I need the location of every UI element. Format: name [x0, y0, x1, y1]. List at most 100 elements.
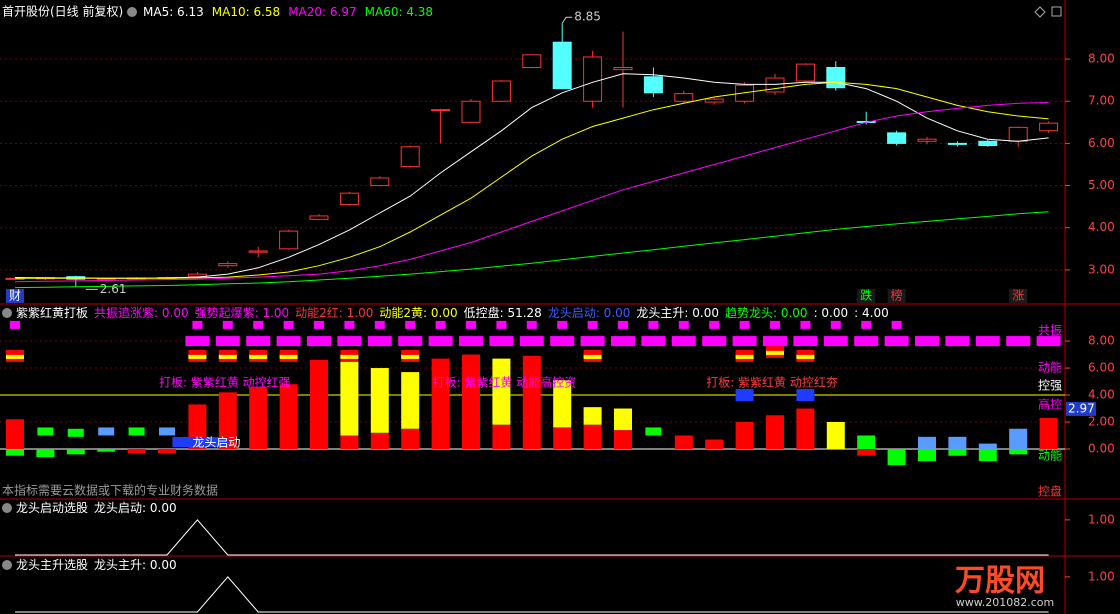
signal-square	[557, 320, 568, 329]
event-marker-bg[interactable]	[1009, 289, 1028, 303]
event-marker[interactable]: 涨	[1012, 288, 1024, 303]
signal-block	[519, 336, 544, 347]
signal-square	[374, 320, 385, 329]
signal-square	[739, 320, 750, 329]
event-marker[interactable]: 榜	[891, 288, 903, 303]
signal-block	[793, 336, 818, 347]
title-item: 低控盘: 51.28	[464, 305, 542, 320]
title-item: 趋势龙头: 0.00	[725, 306, 808, 320]
indicator-bar	[735, 422, 754, 449]
indicator-bar	[1039, 417, 1058, 449]
window-icon[interactable]	[1051, 6, 1062, 17]
indicator-bar	[218, 392, 237, 449]
candle-body	[826, 66, 846, 89]
warning-stripe	[218, 354, 237, 359]
warning-stripe	[188, 354, 207, 359]
indicator-marker	[645, 427, 662, 436]
annotation-arrow	[561, 16, 573, 24]
watermark-brand: 万股网	[955, 564, 1045, 599]
signal-block	[945, 336, 970, 347]
indicator-bar-stacked	[583, 407, 602, 425]
title-item: 紫紫红黄打板	[16, 305, 88, 320]
indicator-bar	[249, 386, 268, 449]
y-tick-label: 6.00	[1088, 361, 1115, 375]
event-marker[interactable]: 财	[9, 289, 21, 303]
indicator-bar	[857, 448, 876, 456]
candle-body	[522, 54, 542, 68]
title-item: 龙头启动选股	[16, 501, 88, 515]
candle-body	[552, 41, 572, 90]
note: 本指标需要云数据或下载的专业财务数据	[2, 483, 218, 498]
indicator-bar	[948, 448, 967, 456]
legend-entry: MA10: 6.58	[212, 5, 280, 19]
warning-stripe	[735, 354, 754, 359]
window-icon[interactable]	[1034, 6, 1046, 18]
signal-block	[185, 336, 210, 347]
side-label: 动能	[1038, 361, 1062, 375]
signal-square	[526, 320, 537, 329]
signal-square	[800, 320, 811, 329]
signal-line	[15, 576, 1049, 613]
event-marker-bg[interactable]	[887, 289, 906, 303]
dropdown-icon[interactable]	[127, 7, 137, 17]
chart-layer: 3.00 4.00 5.00 6.00 7.00 8.00 首开股份(日线 前复权) MA5:…	[0, 4, 1115, 613]
signal-square	[770, 320, 780, 329]
candle-body	[613, 66, 633, 71]
dropdown-icon[interactable]	[2, 503, 12, 513]
indicator-bar-stacked	[370, 368, 389, 433]
signal-block	[884, 336, 909, 347]
title-item: 动能2黄: 0.00	[379, 306, 457, 320]
signal-block	[459, 336, 483, 347]
signal-square	[678, 320, 689, 329]
signal-block	[550, 336, 575, 347]
indicator-marker	[159, 427, 175, 436]
event-marker-bg[interactable]	[857, 289, 876, 303]
y-tick-label: 8.00	[1088, 52, 1115, 66]
indicator-bar-stacked	[553, 380, 572, 428]
y-tick-label: 4.00	[1088, 220, 1115, 234]
signal-block	[1006, 336, 1031, 347]
dropdown-icon[interactable]	[2, 560, 12, 570]
y-tick-label: 6.00	[1088, 136, 1115, 150]
event-marker-bg[interactable]	[6, 289, 24, 303]
title-item: 共振追涨紫: 0.00	[94, 305, 189, 320]
signal-block	[215, 336, 240, 347]
tag-bg	[172, 437, 229, 447]
candle-body	[309, 215, 329, 220]
signal-square	[891, 320, 902, 329]
event-marker[interactable]: 跌	[860, 288, 872, 303]
candle-body	[279, 230, 299, 250]
warning-stripe	[766, 350, 784, 355]
signal-block	[428, 336, 453, 347]
signal-block	[1036, 336, 1061, 347]
signal-square	[709, 320, 720, 329]
signal-block	[337, 336, 362, 347]
indicator-bar	[705, 439, 724, 449]
indicator-bar	[127, 448, 146, 454]
y-tick-label: 4.00	[1088, 388, 1115, 402]
signal-line	[15, 519, 1049, 556]
legend-entry: MA20: 6.97	[288, 5, 356, 19]
signal-block	[915, 336, 939, 347]
signal-block	[854, 336, 879, 347]
warning-stripe	[6, 354, 24, 359]
watermark-url: www.201082.com	[956, 596, 1054, 609]
candle-body	[431, 109, 451, 112]
current-value: 2.97	[1068, 401, 1095, 415]
y-tick-label: 1.00	[1088, 512, 1115, 526]
indicator-bar	[310, 359, 328, 449]
indicator-bar	[462, 354, 480, 449]
signal-square	[344, 320, 355, 329]
title-item: 龙头主升: 0.00	[636, 306, 719, 320]
dropdown-icon[interactable]	[2, 308, 12, 318]
y-tick-label: 7.00	[1088, 94, 1115, 108]
signal-square	[648, 320, 659, 329]
title-item: 龙头主升选股	[16, 558, 88, 572]
signal-block	[246, 336, 271, 347]
signal-block	[975, 336, 1000, 347]
signal-block	[763, 336, 787, 347]
ma-line	[14, 73, 1049, 279]
signal-square	[618, 320, 628, 329]
indicator-bar	[6, 419, 24, 449]
